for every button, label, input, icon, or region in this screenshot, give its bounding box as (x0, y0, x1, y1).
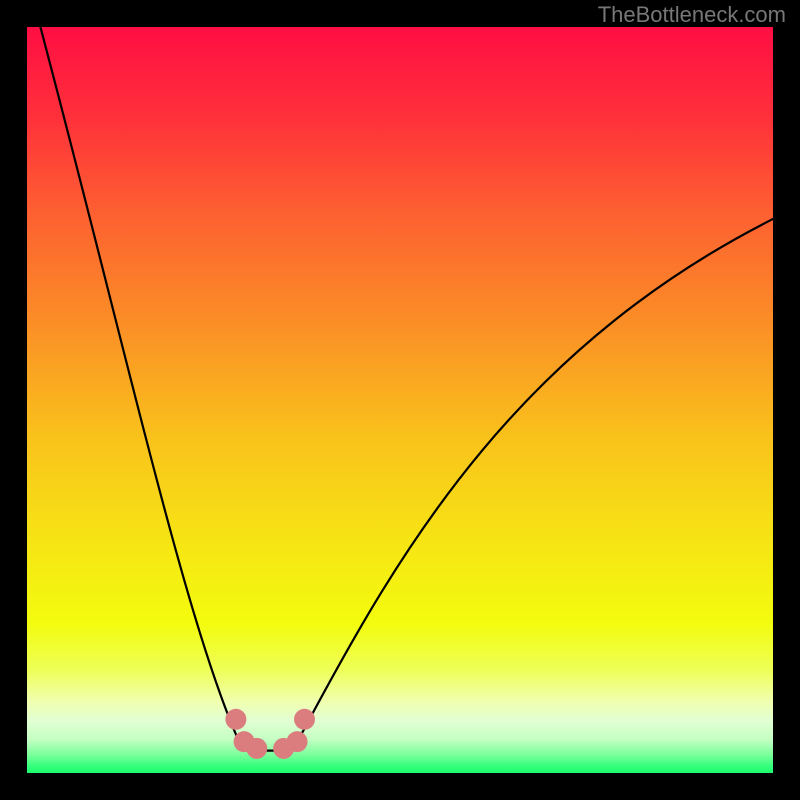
highlight-dot (225, 709, 246, 730)
highlight-dot (246, 738, 267, 759)
watermark-text: TheBottleneck.com (598, 2, 786, 28)
highlight-dot (287, 731, 308, 752)
bottleneck-plot (27, 27, 773, 773)
highlight-dot (294, 709, 315, 730)
gradient-background (27, 27, 773, 773)
